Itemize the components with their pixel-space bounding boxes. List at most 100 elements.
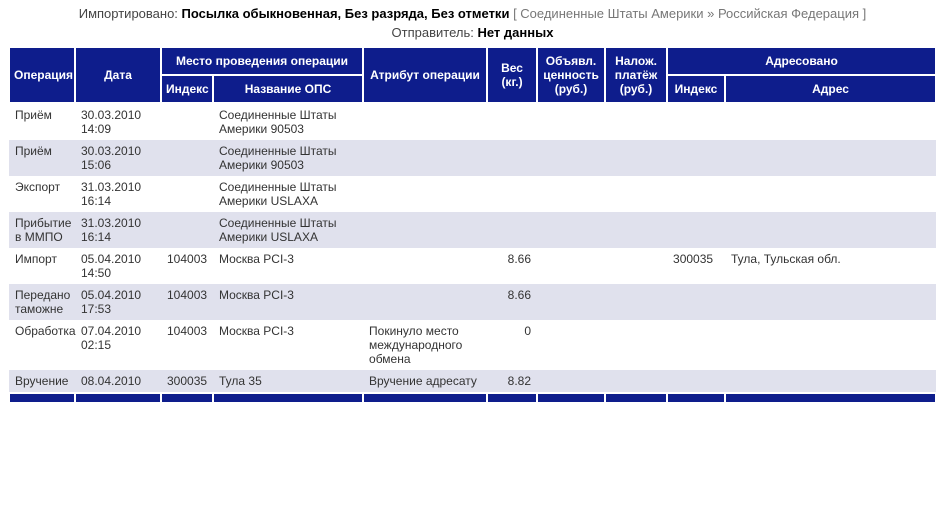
- table-row: Обработка07.04.2010 02:15104003Москва PC…: [9, 320, 936, 370]
- cell-op: Экспорт: [9, 176, 75, 212]
- cell-addr: Тула, Тульская обл.: [725, 248, 936, 284]
- cell-ops: Москва PCI-3: [213, 248, 363, 284]
- cell-nal: [605, 284, 667, 320]
- cell-val: [537, 103, 605, 140]
- col-place-group: Место проведения операции: [161, 47, 363, 75]
- table-row: Импорт05.04.2010 14:50104003Москва PCI-3…: [9, 248, 936, 284]
- col-addr: Адрес: [725, 75, 936, 103]
- cell-ops: Москва PCI-3: [213, 284, 363, 320]
- cell-op: Передано таможне: [9, 284, 75, 320]
- cell-nal: [605, 370, 667, 393]
- sender-value: Нет данных: [477, 25, 553, 40]
- cell-attr: [363, 140, 487, 176]
- cell-wt: [487, 103, 537, 140]
- cell-aidx: [667, 103, 725, 140]
- cell-op: Приём: [9, 103, 75, 140]
- col-ops-name: Название ОПС: [213, 75, 363, 103]
- cell-val: [537, 320, 605, 370]
- imported-value: Посылка обыкновенная, Без разряда, Без о…: [182, 6, 510, 21]
- cell-date: 31.03.2010 16:14: [75, 212, 161, 248]
- footer-cell: [161, 393, 213, 403]
- cell-aidx: [667, 370, 725, 393]
- cell-aidx: [667, 320, 725, 370]
- cell-ops: Соединенные Штаты Америки USLAXA: [213, 176, 363, 212]
- cell-op: Прибытие в ММПО: [9, 212, 75, 248]
- cell-op: Импорт: [9, 248, 75, 284]
- cell-nal: [605, 103, 667, 140]
- cell-wt: 8.66: [487, 248, 537, 284]
- cell-wt: 8.82: [487, 370, 537, 393]
- cell-idx: [161, 176, 213, 212]
- cell-val: [537, 370, 605, 393]
- cell-val: [537, 176, 605, 212]
- cell-idx: 104003: [161, 248, 213, 284]
- cell-date: 31.03.2010 16:14: [75, 176, 161, 212]
- cell-nal: [605, 248, 667, 284]
- cell-aidx: [667, 176, 725, 212]
- footer-cell: [9, 393, 75, 403]
- cell-attr: [363, 284, 487, 320]
- col-operation: Операция: [9, 47, 75, 103]
- cell-nal: [605, 320, 667, 370]
- imported-label: Импортировано:: [79, 6, 178, 21]
- cell-ops: Тула 35: [213, 370, 363, 393]
- cell-addr: [725, 320, 936, 370]
- sender-line: Отправитель: Нет данных: [8, 25, 937, 40]
- import-line: Импортировано: Посылка обыкновенная, Без…: [8, 6, 937, 21]
- table-footer-bar: [9, 393, 936, 403]
- cell-op: Вручение: [9, 370, 75, 393]
- cell-addr: [725, 284, 936, 320]
- footer-cell: [537, 393, 605, 403]
- tracking-table: Операция Дата Место проведения операции …: [8, 46, 937, 404]
- table-row: Передано таможне05.04.2010 17:53104003Мо…: [9, 284, 936, 320]
- footer-cell: [363, 393, 487, 403]
- cell-ops: Соединенные Штаты Америки 90503: [213, 103, 363, 140]
- footer-cell: [605, 393, 667, 403]
- table-header: Операция Дата Место проведения операции …: [9, 47, 936, 103]
- cell-attr: [363, 176, 487, 212]
- cell-wt: 0: [487, 320, 537, 370]
- cell-nal: [605, 176, 667, 212]
- col-date: Дата: [75, 47, 161, 103]
- cell-ops: Соединенные Штаты Америки 90503: [213, 140, 363, 176]
- cell-ops: Москва PCI-3: [213, 320, 363, 370]
- cell-op: Приём: [9, 140, 75, 176]
- sender-label: Отправитель:: [392, 25, 474, 40]
- footer-cell: [75, 393, 161, 403]
- table-body: Приём30.03.2010 14:09 Соединенные Штаты А…: [9, 103, 936, 403]
- cell-wt: [487, 212, 537, 248]
- cell-addr: [725, 212, 936, 248]
- cell-attr: [363, 103, 487, 140]
- col-index: Индекс: [161, 75, 213, 103]
- cell-attr: [363, 212, 487, 248]
- cell-idx: [161, 212, 213, 248]
- cell-addr: [725, 176, 936, 212]
- imported-route: [ Соединенные Штаты Америки » Российская…: [513, 6, 866, 21]
- col-nalozh: Налож. платёж (руб.): [605, 47, 667, 103]
- footer-cell: [213, 393, 363, 403]
- cell-nal: [605, 140, 667, 176]
- cell-val: [537, 284, 605, 320]
- cell-attr: Вручение адресату: [363, 370, 487, 393]
- cell-val: [537, 212, 605, 248]
- table-row: Приём30.03.2010 15:06Соединенные Штаты А…: [9, 140, 936, 176]
- footer-cell: [667, 393, 725, 403]
- cell-idx: [161, 140, 213, 176]
- cell-aidx: [667, 212, 725, 248]
- cell-attr: [363, 248, 487, 284]
- col-attribute: Атрибут операции: [363, 47, 487, 103]
- cell-date: 30.03.2010 14:09: [75, 103, 161, 140]
- cell-ops: Соединенные Штаты Америки USLAXA: [213, 212, 363, 248]
- cell-idx: 104003: [161, 320, 213, 370]
- cell-aidx: 300035: [667, 248, 725, 284]
- cell-idx: [161, 103, 213, 140]
- cell-aidx: [667, 284, 725, 320]
- table-row: Прибытие в ММПО31.03.2010 16:14 Соединенн…: [9, 212, 936, 248]
- table-row: Экспорт31.03.2010 16:14 Соединенные Штаты…: [9, 176, 936, 212]
- cell-addr: [725, 370, 936, 393]
- col-declared-value: Объявл. ценность (руб.): [537, 47, 605, 103]
- cell-idx: 104003: [161, 284, 213, 320]
- cell-addr: [725, 140, 936, 176]
- footer-cell: [487, 393, 537, 403]
- cell-op: Обработка: [9, 320, 75, 370]
